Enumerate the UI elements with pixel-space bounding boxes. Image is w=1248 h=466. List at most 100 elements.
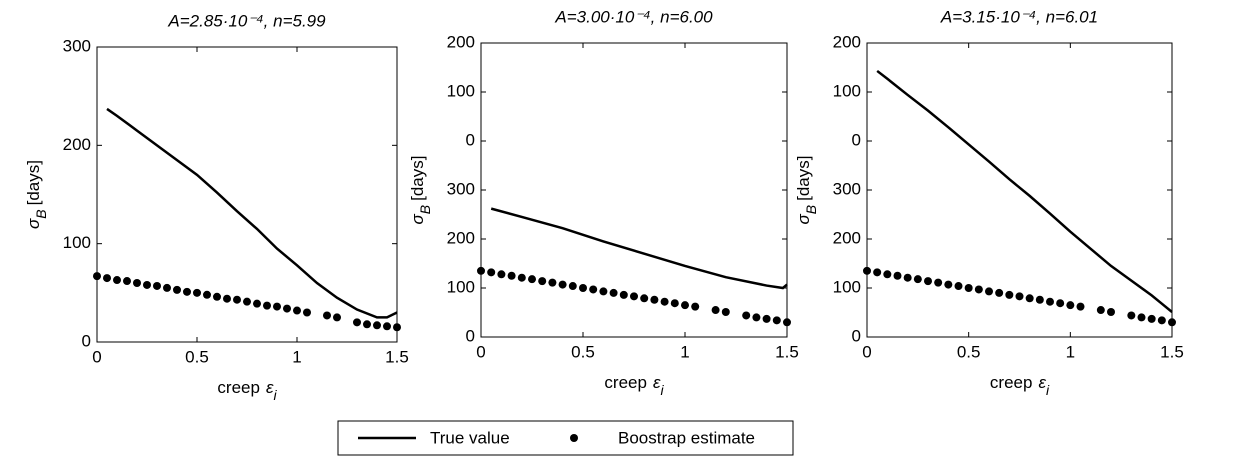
y-label-symbol: σ [794, 213, 813, 224]
bootstrap-dot [985, 287, 993, 296]
bootstrap-dot [944, 280, 953, 289]
x-label-sub: i [273, 387, 277, 403]
bootstrap-dot [1107, 308, 1115, 317]
bootstrap-dot [323, 311, 331, 320]
bootstrap-dot [393, 323, 401, 332]
x-label-sub: i [660, 382, 664, 398]
bootstrap-dot [303, 308, 311, 317]
bootstrap-dot [1056, 299, 1065, 308]
bootstrap-dot [691, 302, 700, 311]
x-tick-label: 1.5 [385, 347, 409, 366]
y-label-unit: [days] [408, 156, 427, 201]
bootstrap-dot [283, 304, 291, 313]
y-label-symbol: σ [408, 213, 427, 224]
y-tick-label: 100 [447, 81, 475, 100]
y-tick-label: 200 [63, 135, 91, 154]
bootstrap-dot [670, 299, 679, 308]
chart-title: A=3.00·10⁻⁴, n=6.00 [554, 7, 713, 26]
bootstrap-dot [1046, 297, 1054, 306]
x-tick-label: 0.5 [571, 342, 595, 361]
bootstrap-dot [995, 288, 1004, 297]
bootstrap-dot [903, 273, 912, 282]
bootstrap-dot [193, 288, 201, 297]
bootstrap-dot [1127, 311, 1136, 320]
x-label-text: creep [217, 378, 260, 397]
y-tick-label: 300 [63, 36, 91, 55]
y-tick-label: 100 [833, 277, 861, 296]
y-label-unit: [days] [24, 160, 43, 205]
bootstrap-dot [123, 277, 131, 286]
y-tick-label: 100 [833, 81, 861, 100]
bootstrap-dot [873, 268, 882, 277]
y-tick-label: 200 [833, 32, 861, 51]
y-label-sub: B [33, 209, 49, 218]
bootstrap-dot [752, 313, 761, 322]
y-tick-label: 100 [447, 277, 475, 296]
x-tick-label: 1.5 [775, 342, 799, 361]
x-label-sub: i [1046, 382, 1050, 398]
x-label-symbol: ε [1038, 373, 1046, 392]
x-label-symbol: ε [266, 378, 274, 397]
y-axis-label: σB [days] [794, 156, 818, 225]
x-axis-label: creep εi [217, 378, 277, 402]
y-tick-label: 200 [447, 32, 475, 51]
axes-box [96, 46, 398, 343]
x-tick-label: 1 [292, 347, 301, 366]
bootstrap-dot [273, 302, 281, 311]
bootstrap-dot [650, 295, 659, 304]
bootstrap-dot [548, 278, 557, 287]
bootstrap-dot [721, 308, 730, 317]
bootstrap-dot [153, 281, 161, 290]
bootstrap-dot [1035, 295, 1044, 304]
x-tick-label: 0.5 [185, 347, 209, 366]
bootstrap-dot [711, 306, 720, 315]
y-axis-label: σB [days] [24, 160, 48, 229]
bootstrap-dot [599, 287, 608, 296]
bootstrap-dot [477, 266, 485, 275]
x-tick-label: 1.5 [1160, 342, 1184, 361]
y-axis-label: σB [days] [408, 156, 432, 225]
y-tick-label: 300 [447, 179, 475, 198]
bootstrap-dot [1157, 316, 1166, 325]
bootstrap-dot [103, 274, 111, 283]
bootstrap-dot [213, 292, 221, 301]
y-label-sub: B [417, 205, 433, 214]
bootstrap-dot [762, 314, 771, 323]
bootstrap-dot [568, 282, 577, 291]
y-tick-label: 0 [82, 331, 91, 350]
x-label-text: creep [604, 373, 647, 392]
x-tick-label: 1 [680, 342, 689, 361]
bootstrap-dot [640, 294, 649, 303]
legend-label: True value [430, 428, 510, 447]
chart-title: A=2.85·10⁻⁴, n=5.99 [167, 11, 326, 30]
x-tick-label: 0.5 [957, 342, 981, 361]
y-label-sub: B [803, 205, 819, 214]
bootstrap-dot [660, 297, 669, 306]
x-tick-label: 0 [476, 342, 485, 361]
bootstrap-dot [133, 279, 141, 287]
bootstrap-dot [487, 268, 496, 277]
bootstrap-dot [183, 287, 191, 296]
bootstrap-dot [1005, 290, 1014, 299]
bootstrap-dot [934, 278, 943, 287]
bootstrap-dot [507, 271, 516, 280]
x-tick-label: 1 [1066, 342, 1075, 361]
bootstrap-dot [619, 290, 628, 299]
bootstrap-dot [243, 297, 251, 306]
true-value-line [106, 107, 398, 319]
x-axis-label: creep εi [604, 373, 664, 397]
y-tick-label: 100 [63, 233, 91, 252]
bootstrap-dot [203, 290, 211, 299]
bootstrap-dot [293, 306, 301, 315]
bootstrap-dot [1137, 313, 1146, 322]
true-value-line [876, 69, 1173, 313]
bootstrap-dot [630, 292, 638, 301]
y-tick-label: 0 [466, 326, 475, 345]
bootstrap-dot [742, 311, 751, 320]
bootstrap-dot [681, 301, 689, 310]
bootstrap-dot [113, 276, 121, 285]
bootstrap-dot [333, 313, 341, 322]
bootstrap-dot [579, 284, 587, 292]
